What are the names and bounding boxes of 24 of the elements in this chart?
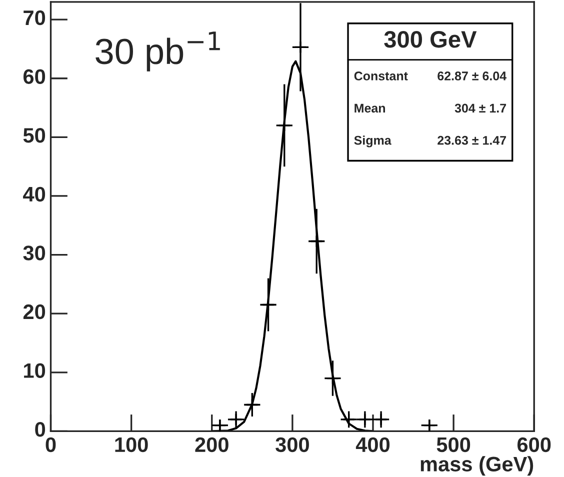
x-tick-label: 100 <box>115 437 148 452</box>
y-tick-label: 50 <box>23 128 46 143</box>
annotation: 304 ± 1.7 <box>454 104 506 113</box>
x-tick-label: 500 <box>436 437 470 452</box>
x-tick-label: 400 <box>356 437 390 452</box>
y-tick-label: 10 <box>24 363 46 378</box>
annotation: 23.63 ± 1.47 <box>438 136 506 145</box>
x-tick-label: 300 <box>276 437 309 452</box>
annotation: Mean <box>354 104 385 113</box>
y-tick-label: 60 <box>23 69 46 84</box>
y-tick-label: 40 <box>23 186 46 202</box>
annotation: Sigma <box>354 136 392 148</box>
annotation: 300 GeV <box>384 31 477 48</box>
y-tick-label: 30 <box>23 246 46 260</box>
x-axis-title: mass (GeV) <box>420 456 534 476</box>
x-tick-label: 200 <box>195 437 228 452</box>
annotation: 62.87 ± 6.04 <box>438 72 506 80</box>
y-tick-label: 20 <box>23 304 46 320</box>
y-tick-label: 0 <box>35 422 46 437</box>
annotation: 30 pb$^{−1}$ <box>96 32 220 72</box>
y-tick-label: 70 <box>24 10 46 26</box>
annotation: Constant <box>354 72 408 80</box>
x-tick-label: 0 <box>46 437 56 452</box>
x-tick-label: 600 <box>517 437 551 452</box>
